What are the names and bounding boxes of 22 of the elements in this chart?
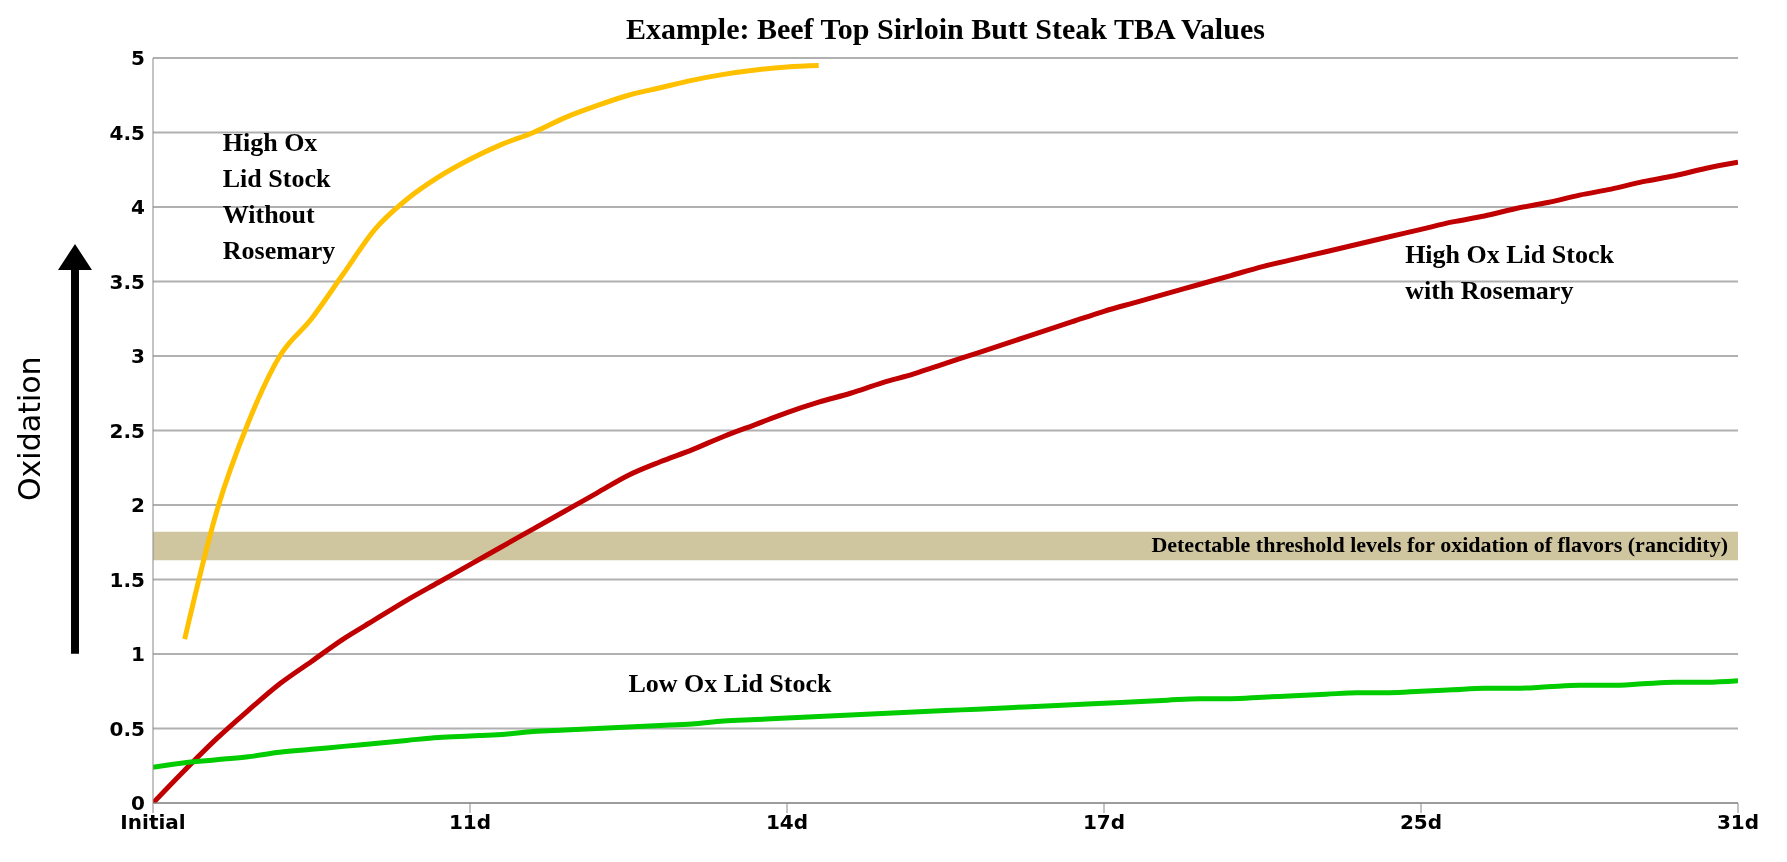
y-tick-label: 2.5 bbox=[109, 418, 145, 443]
x-tick-label: 31d bbox=[1716, 810, 1760, 835]
x-tick-label: 11d bbox=[448, 810, 492, 835]
y-tick-label: 3.5 bbox=[109, 269, 145, 294]
series-label: High Ox Lid Stock Without Rosemary bbox=[222, 127, 336, 268]
y-tick-label: 5 bbox=[131, 46, 145, 71]
series-label: High Ox Lid Stock with Rosemary bbox=[1405, 238, 1614, 307]
y-axis-title: Oxidation bbox=[12, 355, 47, 501]
x-tick-label: 25d bbox=[1399, 810, 1443, 835]
chart-title: Example: Beef Top Sirloin Butt Steak TBA Values bbox=[625, 12, 1266, 46]
y-tick-label: 0.5 bbox=[109, 716, 145, 741]
y-tick-label: 2 bbox=[131, 493, 145, 518]
x-tick-label: 17d bbox=[1082, 810, 1126, 835]
y-tick-label: 4 bbox=[131, 195, 145, 220]
series-label: Low Ox Lid Stock bbox=[628, 667, 832, 700]
y-tick-label: 4.5 bbox=[109, 120, 145, 145]
x-tick-label: Initial bbox=[120, 810, 186, 835]
y-tick-label: 1 bbox=[131, 642, 145, 667]
y-tick-label: 3 bbox=[131, 344, 145, 369]
y-tick-label: 1.5 bbox=[109, 567, 145, 592]
band-label: Detectable threshold levels for oxidation of flavors (rancidity) bbox=[1151, 531, 1728, 558]
x-tick-label: 14d bbox=[765, 810, 809, 835]
